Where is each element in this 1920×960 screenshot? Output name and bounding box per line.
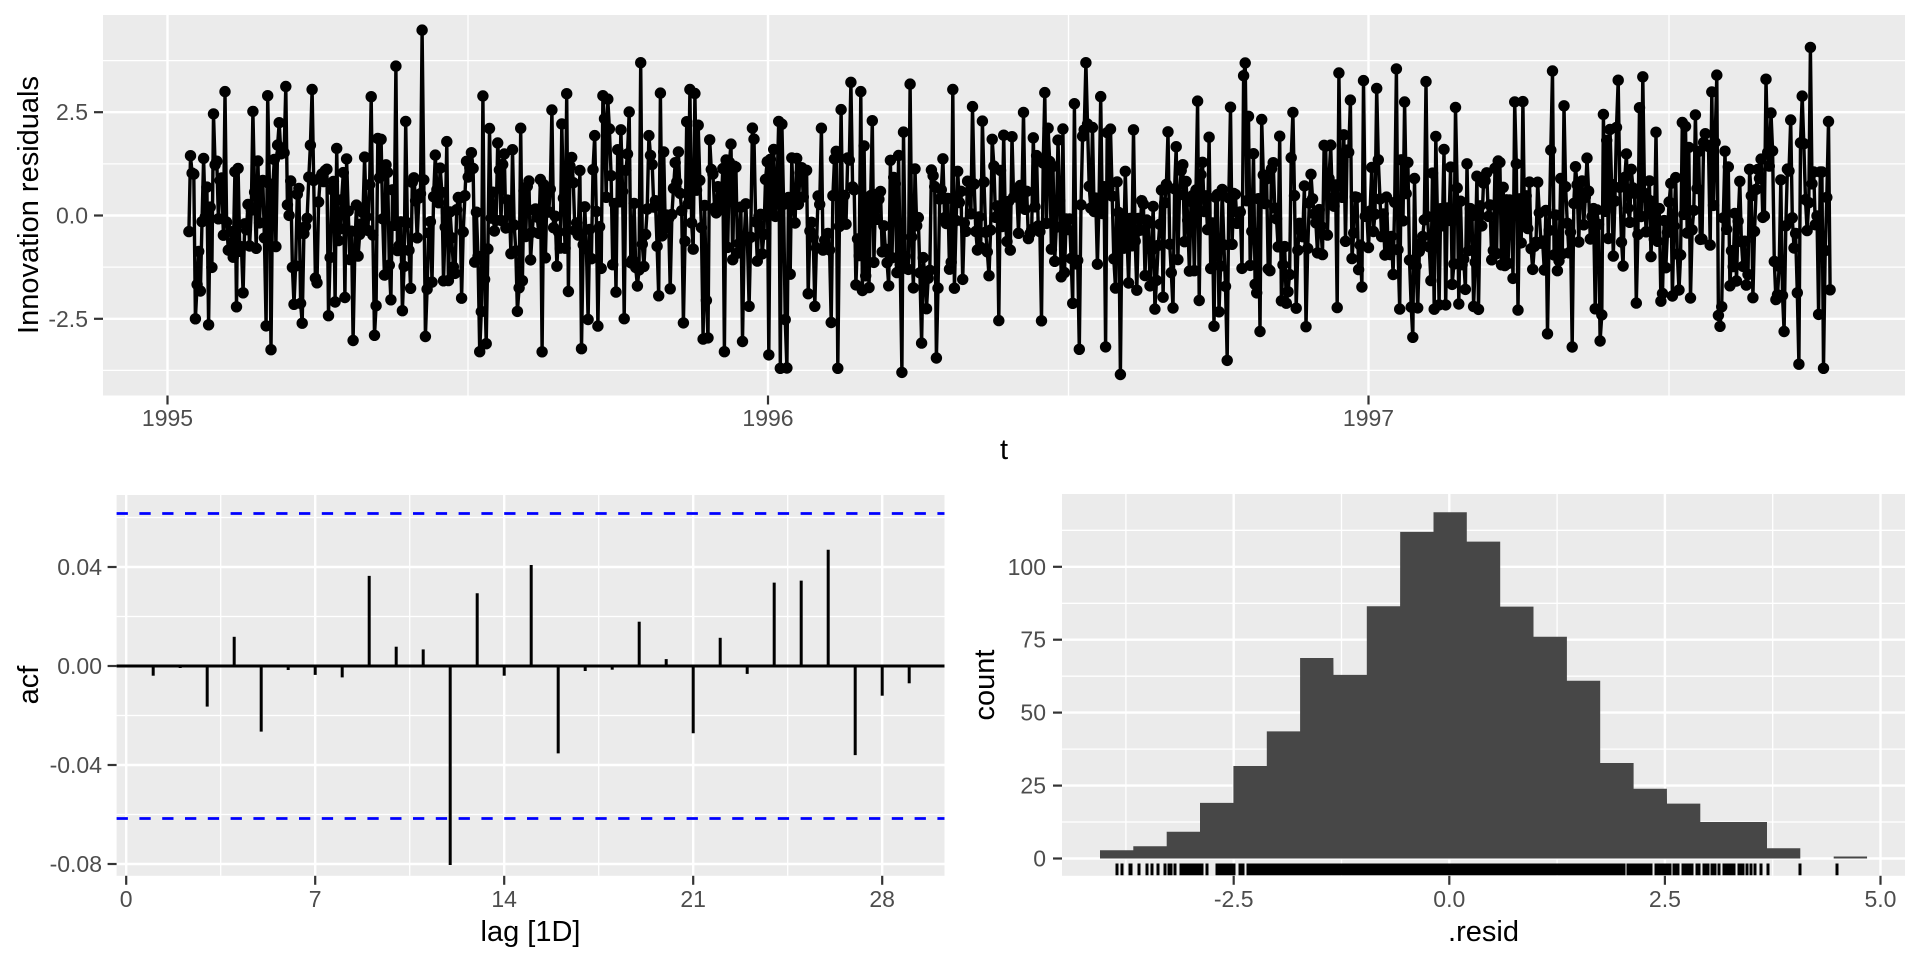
svg-text:25: 25 bbox=[1020, 773, 1046, 799]
svg-text:2.5: 2.5 bbox=[1649, 886, 1681, 912]
svg-text:2.5: 2.5 bbox=[56, 99, 88, 125]
svg-text:count: count bbox=[969, 650, 1001, 721]
svg-text:14: 14 bbox=[491, 886, 517, 912]
svg-text:lag [1D]: lag [1D] bbox=[481, 916, 581, 948]
svg-text:21: 21 bbox=[680, 886, 706, 912]
svg-text:100: 100 bbox=[1008, 554, 1046, 580]
svg-text:-0.08: -0.08 bbox=[50, 851, 102, 877]
svg-text:acf: acf bbox=[13, 665, 45, 705]
svg-text:0.04: 0.04 bbox=[57, 554, 102, 580]
svg-text:.resid: .resid bbox=[1448, 916, 1519, 948]
svg-text:5.0: 5.0 bbox=[1865, 886, 1897, 912]
svg-text:0: 0 bbox=[1033, 846, 1046, 872]
svg-text:7: 7 bbox=[309, 886, 322, 912]
svg-text:1996: 1996 bbox=[742, 405, 793, 431]
svg-text:1997: 1997 bbox=[1343, 405, 1394, 431]
svg-text:1995: 1995 bbox=[142, 405, 193, 431]
svg-text:-2.5: -2.5 bbox=[48, 306, 88, 332]
svg-text:-0.04: -0.04 bbox=[50, 752, 103, 778]
svg-text:t: t bbox=[1000, 434, 1008, 466]
svg-text:50: 50 bbox=[1020, 700, 1046, 726]
svg-text:28: 28 bbox=[869, 886, 895, 912]
svg-text:0: 0 bbox=[120, 886, 133, 912]
svg-text:75: 75 bbox=[1020, 627, 1046, 653]
svg-text:0.00: 0.00 bbox=[57, 653, 102, 679]
svg-text:0.0: 0.0 bbox=[56, 203, 88, 229]
svg-text:0.0: 0.0 bbox=[1433, 886, 1465, 912]
svg-text:-2.5: -2.5 bbox=[1214, 886, 1254, 912]
svg-text:Innovation residuals: Innovation residuals bbox=[13, 76, 45, 334]
